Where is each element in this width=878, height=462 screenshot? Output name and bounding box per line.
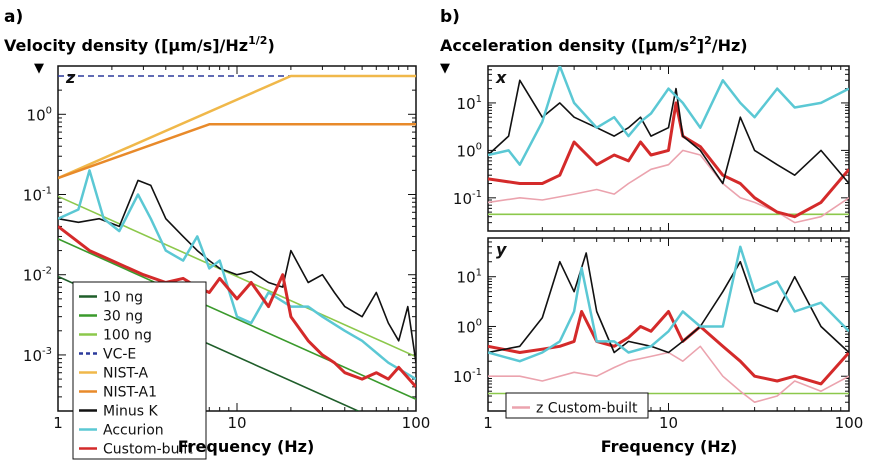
y-tick-label: 10-1 [453, 367, 482, 386]
y-tick-label: 101 [457, 268, 482, 287]
series-line-accurion [488, 245, 849, 363]
legend-label: VC-E [103, 347, 136, 363]
legend-label: 100 ng [103, 328, 152, 344]
legend-label: 30 ng [103, 309, 143, 325]
series-line-custom [488, 310, 849, 386]
series-line-minusk [58, 179, 416, 363]
acceleration-x-plot: 10-1 100 101 x [453, 65, 850, 232]
x-tick-label: 1 [53, 414, 63, 432]
legend: z Custom-built [505, 392, 649, 419]
panel-b-xlabel: Frequency (Hz) [601, 437, 738, 456]
legend-label: 10 ng [103, 290, 143, 306]
legend-label: NIST-A [103, 366, 148, 382]
panel-b-title-end: ] [697, 36, 704, 55]
legend-label: NIST-A1 [103, 385, 157, 401]
series-line-ng100 [58, 195, 416, 358]
y-tick-label: 10-1 [23, 186, 52, 205]
panel-a-title-text: Velocity density ([µm/s]/Hz [4, 36, 248, 55]
series-line-zcustom [488, 149, 849, 224]
series-line-custom [488, 101, 849, 219]
series-line-zcustom [488, 345, 849, 404]
axis-tag: y [496, 240, 507, 259]
y-tick-label: 10-3 [23, 346, 52, 365]
legend-label: Minus K [103, 404, 158, 420]
panel-a-axis-marker: ▼ [34, 61, 44, 76]
x-tick-label: 10 [227, 414, 246, 432]
velocity-plot: 1 10 100 10-3 10-2 10-1 100 z 10 ng 30 ng 100 ng VC… [23, 65, 431, 460]
series-line-minusk [488, 79, 849, 185]
legend-box [505, 392, 649, 419]
legend-label: Custom-built [103, 442, 193, 458]
series-line-minusk [488, 252, 849, 354]
series-group [58, 74, 416, 411]
acceleration-y-plot: 1 10 100 10-1 100 101 y z Custom-built [453, 237, 864, 432]
legend-label: z Custom-built [536, 401, 638, 417]
legend: 10 ng 30 ng 100 ng VC-E NIST-A NIST-A1 Minus K… [72, 281, 207, 460]
panel-b-title-sup2: 2 [704, 34, 712, 47]
series-group [488, 66, 849, 224]
panel-a-title-end: ) [267, 36, 274, 55]
plot-frame [487, 237, 850, 412]
panel-a-title-sup: 1/2 [248, 34, 267, 47]
panel-b-title-text: Acceleration density ([µm/s [440, 36, 689, 55]
y-tick-label: 10-1 [453, 189, 482, 208]
legend-box [72, 281, 207, 460]
axis-tag: z [65, 68, 76, 87]
y-tick-label: 101 [457, 94, 482, 113]
x-tick-label: 1 [483, 414, 493, 432]
series-line-accurion [488, 66, 849, 166]
series-line-accurion [58, 169, 416, 381]
panel-b-title-end2: /Hz) [712, 36, 748, 55]
y-tick-label: 10-2 [23, 266, 52, 285]
panel-b-axis-marker: ▼ [440, 61, 450, 76]
panel-a-letter: a) [4, 7, 23, 27]
panel-b-title: Acceleration density ([µm/s2]2/Hz) [440, 34, 748, 55]
x-tick-label: 100 [835, 414, 864, 432]
series-line-nista [58, 74, 416, 180]
y-tick-label: 100 [457, 141, 482, 160]
series-line-ng30 [58, 238, 416, 401]
series-group [488, 245, 849, 404]
panel-a-xlabel: Frequency (Hz) [178, 437, 315, 456]
axis-tag: x [495, 68, 507, 87]
series-line-custom [58, 225, 416, 388]
panel-b-title-sup: 2 [689, 34, 697, 47]
x-tick-label: 10 [659, 414, 678, 432]
y-tick-label: 100 [27, 105, 52, 124]
legend-label: Accurion [103, 423, 164, 439]
panel-b-letter: b) [440, 7, 460, 27]
y-tick-label: 100 [457, 317, 482, 336]
panel-a-title: Velocity density ([µm/s]/Hz1/2) [4, 34, 275, 55]
series-line-nista1 [58, 123, 416, 180]
x-tick-label: 100 [402, 414, 431, 432]
